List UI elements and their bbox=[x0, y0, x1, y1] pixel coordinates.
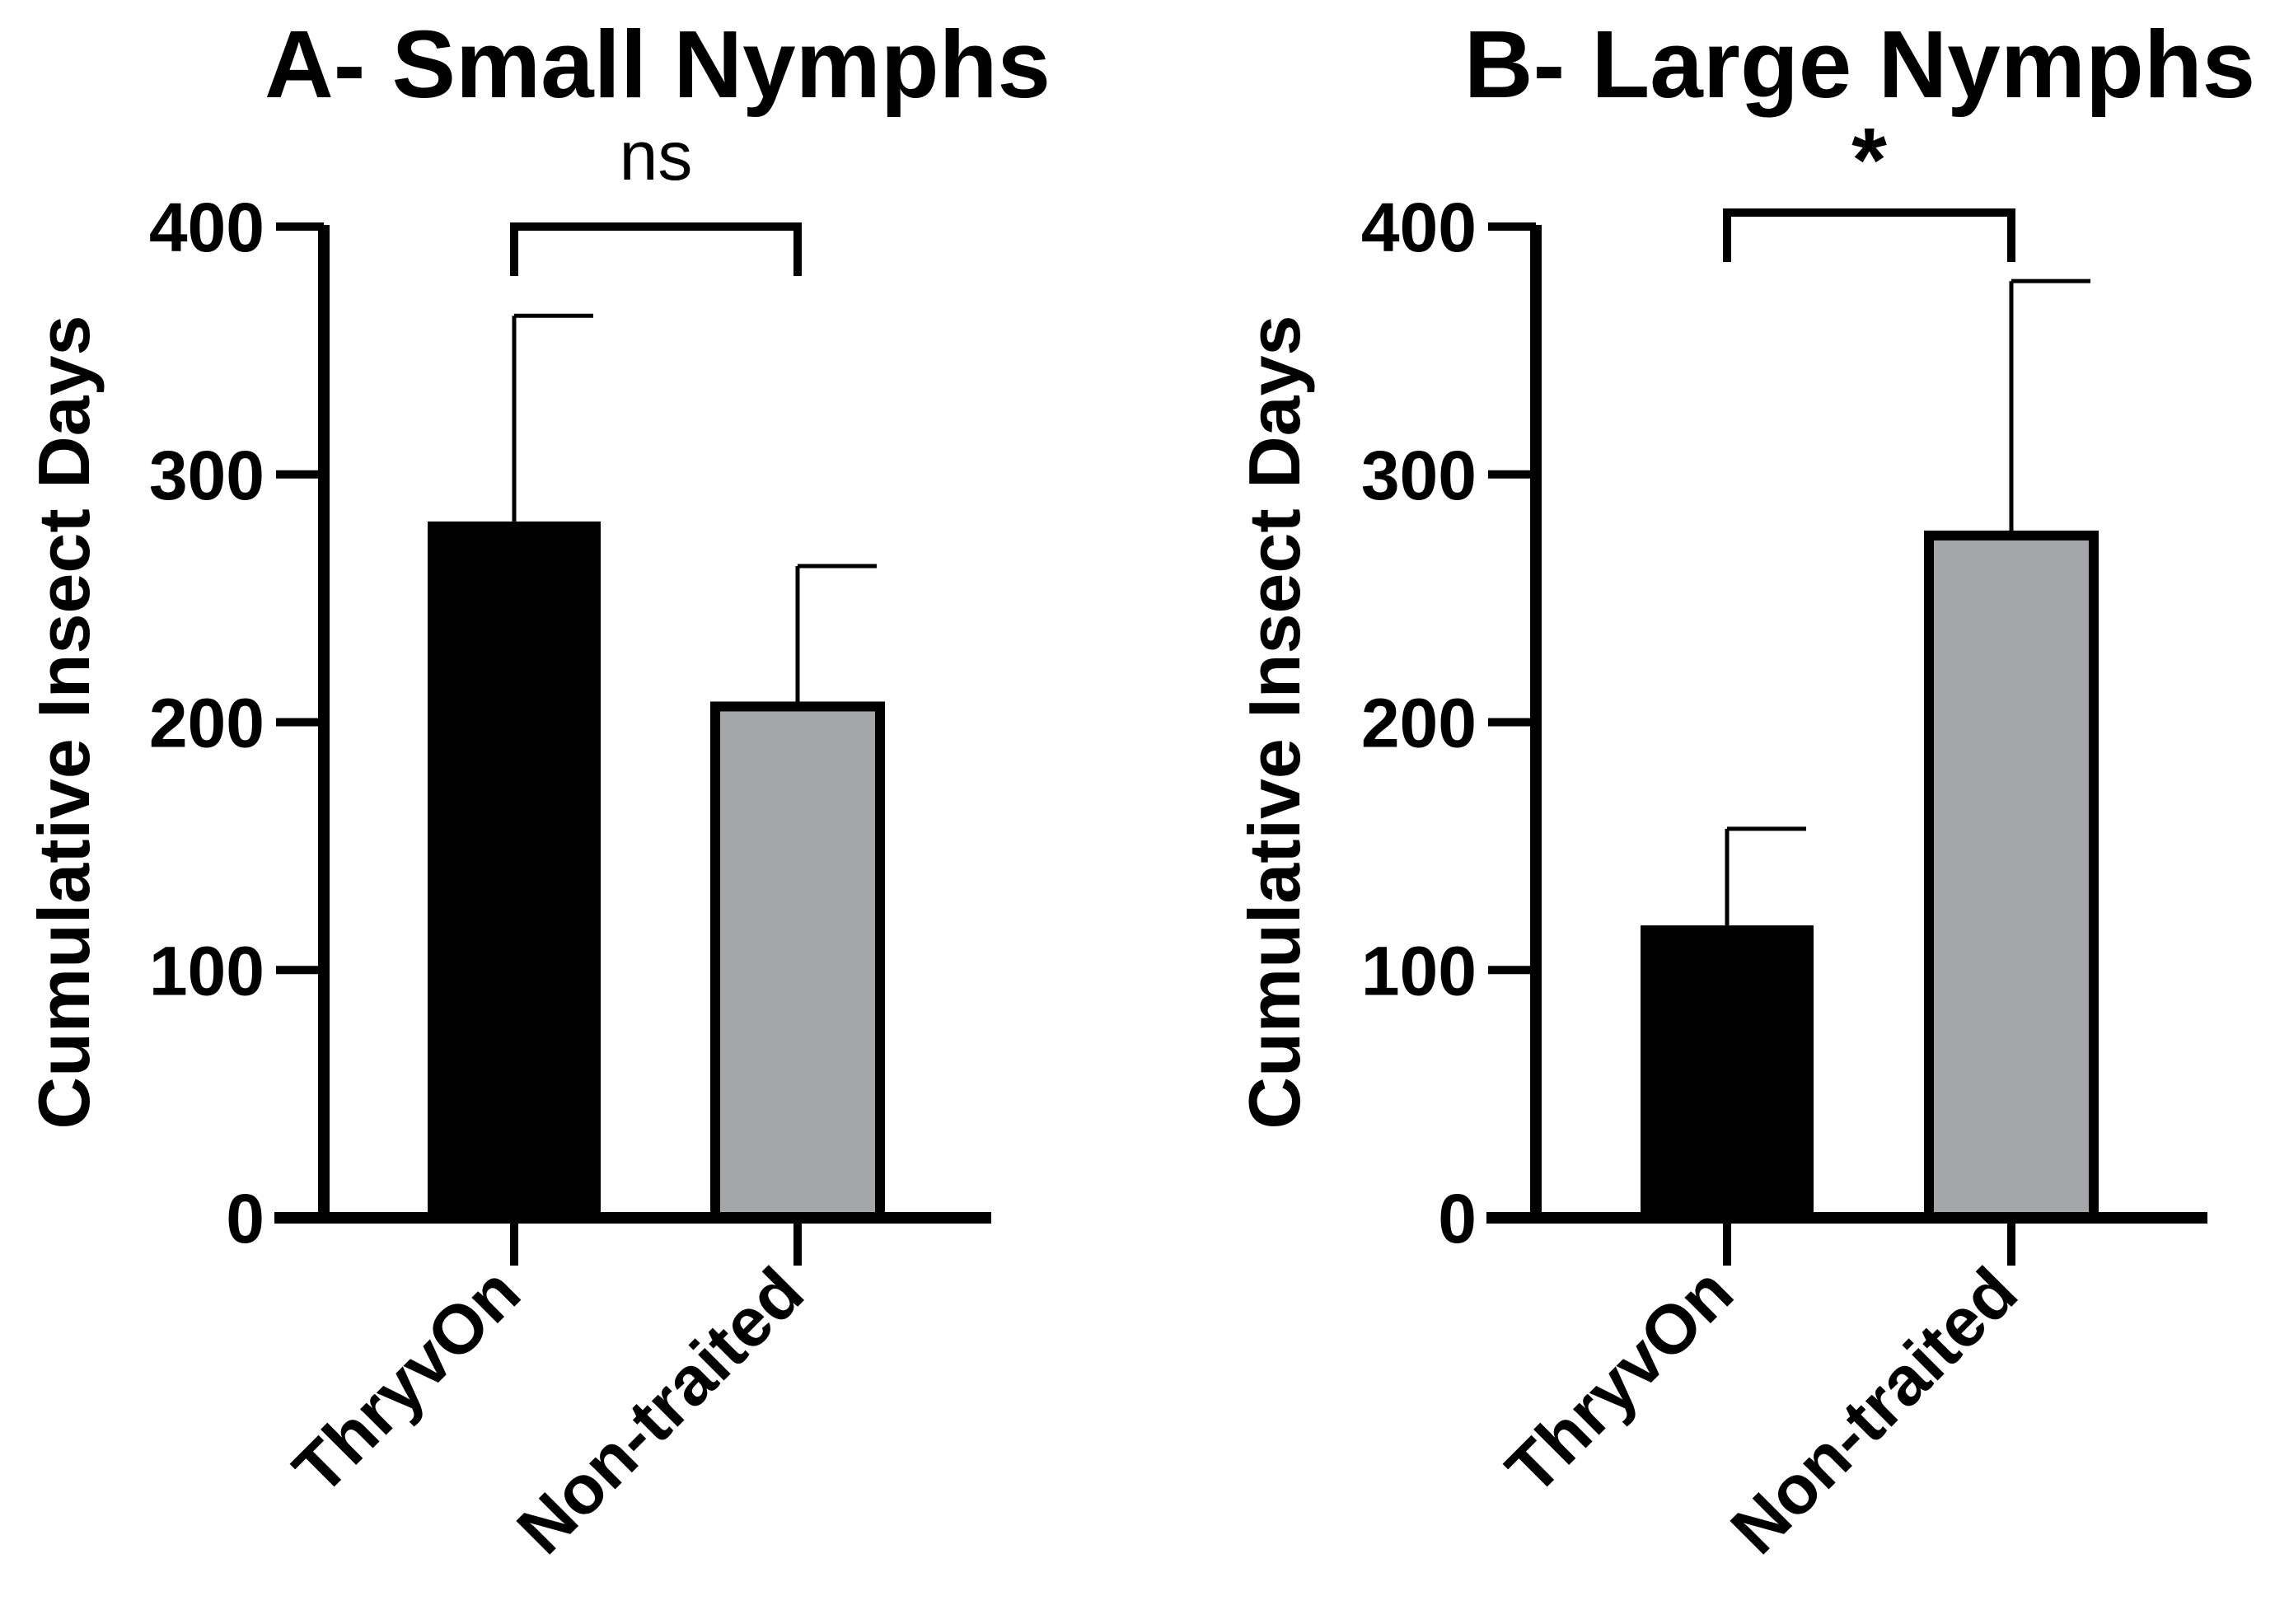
significance-label: ns bbox=[620, 117, 693, 194]
significance-bracket bbox=[510, 222, 802, 276]
y-tick-label: 0 bbox=[226, 1180, 264, 1257]
x-tick-label: ThryvOn bbox=[279, 1252, 535, 1509]
x-tick-label: ThryvOn bbox=[1491, 1252, 1748, 1509]
bar bbox=[1641, 925, 1814, 1218]
panel-b: B- Large Nymphs Cumulative Insect Days 0 10… bbox=[1233, 11, 2255, 1569]
significance-bracket bbox=[1723, 208, 2015, 262]
chart-title: B- Large Nymphs bbox=[1464, 11, 2255, 118]
y-tick-label: 100 bbox=[149, 932, 264, 1009]
bar bbox=[1924, 530, 2099, 1223]
chart-title: A- Small Nymphs bbox=[264, 11, 1051, 118]
x-tick-label: Non-traited bbox=[1716, 1252, 2031, 1568]
significance-label: * bbox=[1851, 110, 1887, 211]
y-axis-label: Cumulative Insect Days bbox=[1233, 316, 1315, 1130]
y-tick-label: 300 bbox=[149, 437, 264, 514]
y-tick-label: 300 bbox=[1361, 437, 1477, 514]
bar bbox=[428, 521, 601, 1218]
y-tick-label: 100 bbox=[1361, 932, 1477, 1009]
y-tick-label: 0 bbox=[1438, 1180, 1477, 1257]
bar bbox=[710, 701, 885, 1223]
y-tick-label: 200 bbox=[149, 685, 264, 762]
y-tick-label: 200 bbox=[1361, 685, 1477, 762]
y-axis-label: Cumulative Insect Days bbox=[23, 316, 105, 1130]
y-tick-label: 400 bbox=[149, 189, 264, 266]
x-tick-label: Non-traited bbox=[502, 1252, 817, 1568]
y-tick-label: 400 bbox=[1361, 189, 1477, 266]
panel-a: A- Small Nymphs Cumulative Insect Days 0 10… bbox=[23, 11, 1051, 1569]
